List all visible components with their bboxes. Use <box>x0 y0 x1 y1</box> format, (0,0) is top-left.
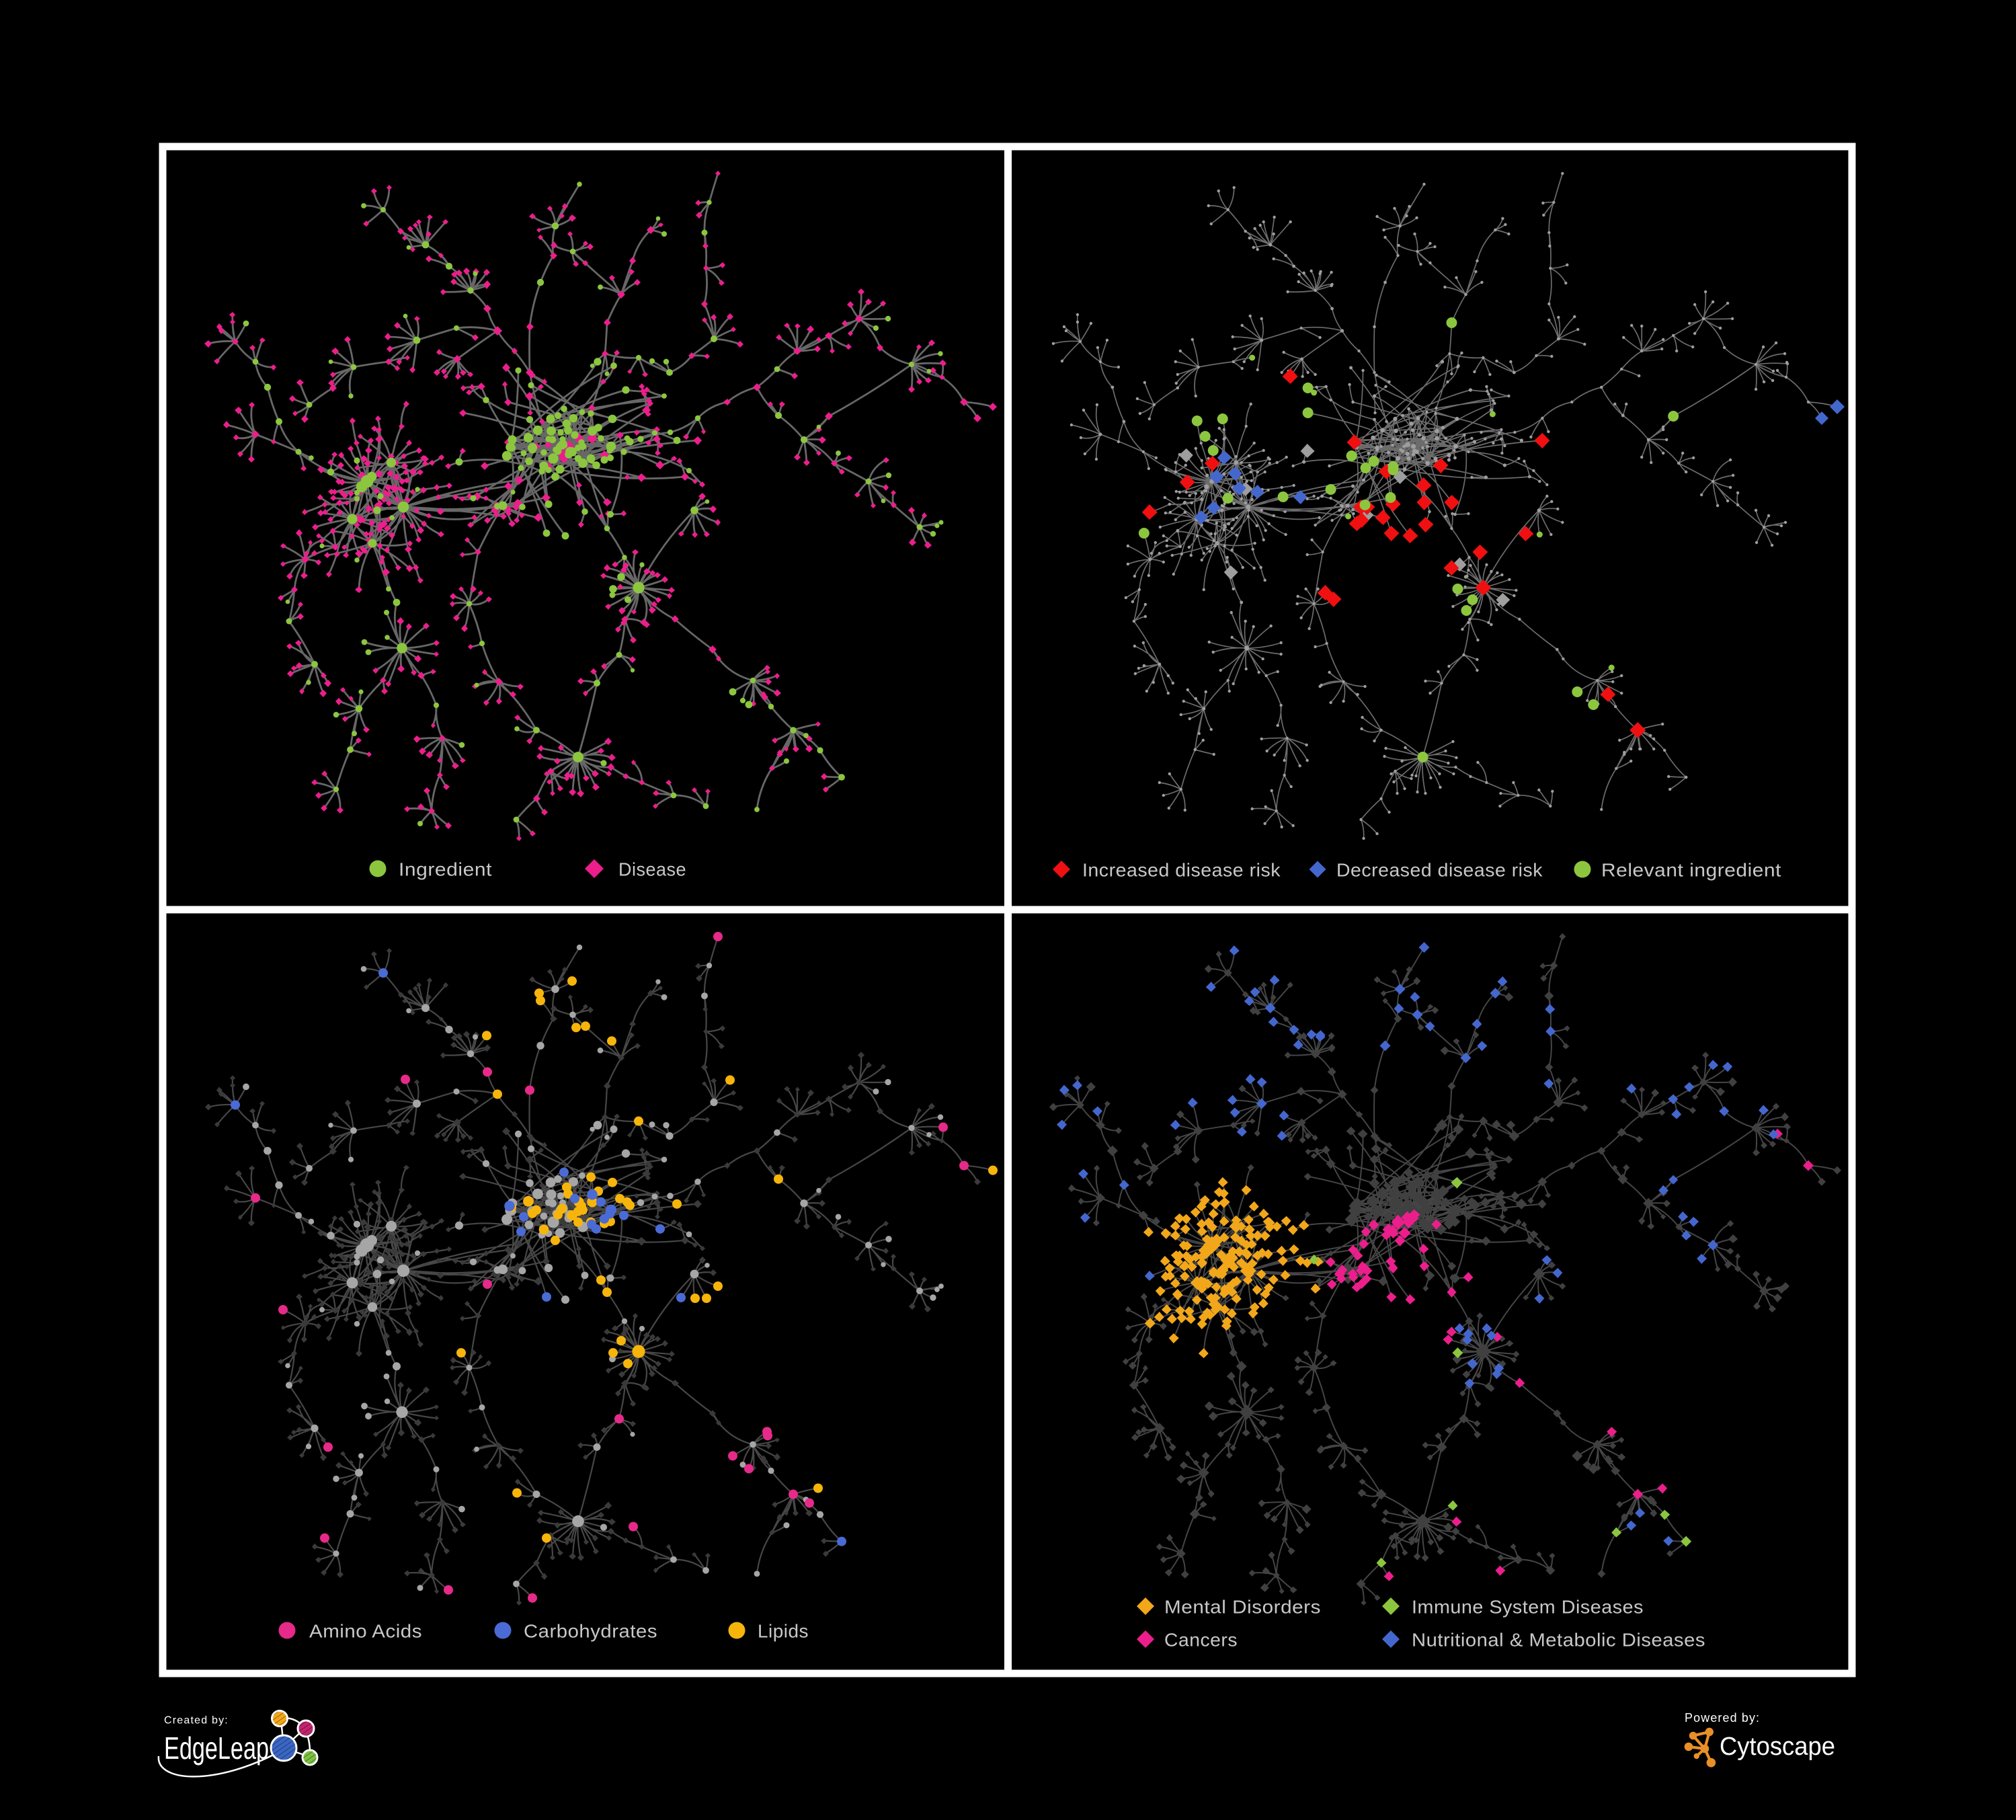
svg-text:Ingredient: Ingredient <box>399 859 492 880</box>
svg-text:Mental Disorders: Mental Disorders <box>1164 1597 1321 1618</box>
svg-text:Immune System Diseases: Immune System Diseases <box>1412 1597 1644 1618</box>
svg-text:Cytoscape: Cytoscape <box>1720 1733 1835 1761</box>
svg-text:Relevant ingredient: Relevant ingredient <box>1601 860 1781 881</box>
svg-text:Created by:: Created by: <box>164 1715 229 1727</box>
svg-text:Powered by:: Powered by: <box>1685 1711 1760 1725</box>
svg-text:Cancers: Cancers <box>1164 1630 1238 1651</box>
svg-text:Carbohydrates: Carbohydrates <box>524 1621 657 1642</box>
svg-text:Nutritional & Metabolic Diseas: Nutritional & Metabolic Diseases <box>1412 1630 1705 1651</box>
svg-text:Decreased disease risk: Decreased disease risk <box>1336 860 1543 881</box>
svg-text:EdgeLeap: EdgeLeap <box>164 1731 269 1766</box>
svg-text:Amino Acids: Amino Acids <box>309 1621 422 1642</box>
svg-text:Disease: Disease <box>618 859 686 880</box>
svg-text:Increased disease risk: Increased disease risk <box>1082 860 1281 881</box>
svg-text:Lipids: Lipids <box>758 1621 809 1642</box>
